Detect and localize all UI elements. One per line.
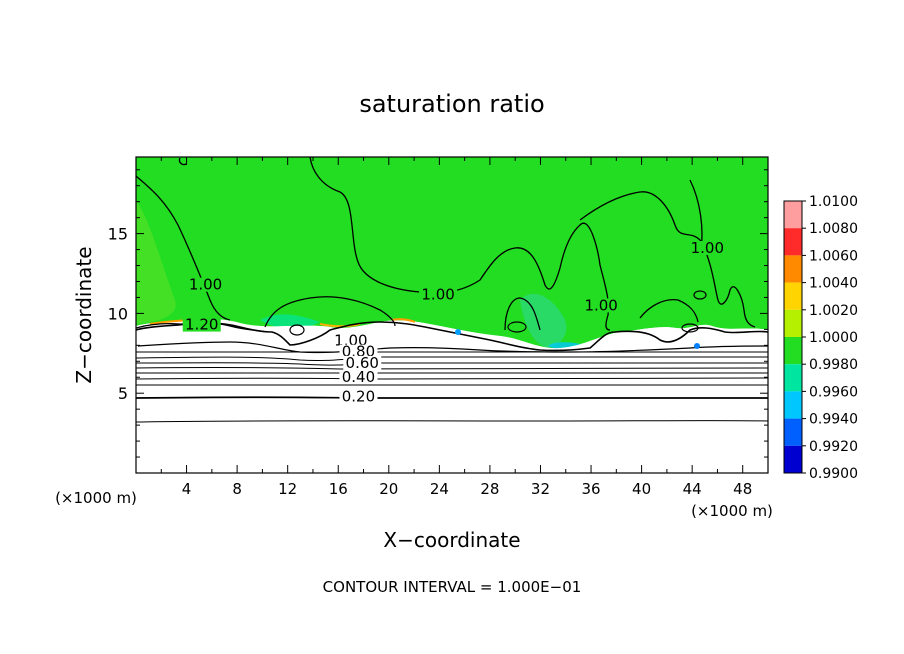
x-tick-label: 28 — [480, 480, 499, 498]
x-unit-left: (×1000 m) — [55, 489, 137, 507]
colorbar-label: 1.0000 — [809, 330, 858, 346]
y-tick-label: 10 — [108, 304, 128, 323]
contour-label: 1.00 — [421, 285, 454, 303]
contour-label-bg — [339, 344, 378, 359]
x-axis: 4 8 12 16 20 24 28 32 36 40 44 48 — [160, 157, 752, 498]
contour-label-bg — [186, 277, 225, 292]
cloud-edge-orange-3 — [391, 318, 416, 323]
colorbar-label: 1.0020 — [809, 303, 858, 319]
contour-label-bg — [182, 317, 221, 332]
contour-1.00-upper-left — [136, 175, 231, 321]
colorbar-band — [784, 391, 802, 419]
contour-label-bg — [343, 355, 382, 370]
contour-label-bg — [582, 298, 621, 313]
x-tick-label: 12 — [278, 480, 297, 498]
y-axis: 5 10 15 — [108, 169, 768, 458]
colorbar-band — [784, 337, 802, 365]
colorbar-band — [784, 255, 802, 283]
colorbar-label: 0.9900 — [809, 466, 858, 482]
colorbar-band — [784, 445, 802, 473]
contour-1.00-main — [309, 157, 611, 331]
colorbar-band — [784, 418, 802, 446]
contour-1.00-bump — [504, 297, 541, 331]
contour-0.40 — [136, 377, 768, 380]
colorbar-band — [784, 228, 802, 256]
x-tick-label: 24 — [430, 480, 449, 498]
x-tick-label: 8 — [232, 480, 242, 498]
contour-0.10 — [136, 420, 768, 423]
contour-label: 0.60 — [346, 354, 379, 372]
colorbar: 1.0100 1.0080 1.0060 1.0040 1.0020 1.0000 0.99… — [783, 194, 858, 482]
contour-label: 1.00 — [584, 296, 617, 314]
colorbar-label: 1.0100 — [809, 194, 858, 210]
colorbar-label: 0.9920 — [809, 439, 858, 455]
contour-1.00-right — [579, 191, 756, 328]
contour-1.00-left-cloud — [264, 296, 396, 328]
contour-0.20 — [136, 396, 768, 399]
colorbar-label: 1.0060 — [809, 248, 858, 264]
x-axis-label: X−coordinate — [383, 528, 520, 552]
colorbar-label: 1.0040 — [809, 276, 858, 292]
contour-label-bg — [419, 287, 458, 302]
y-tick-label: 15 — [108, 225, 128, 244]
cloud-blobs — [289, 290, 707, 336]
contour-1.00-blob — [639, 299, 699, 323]
blob-3 — [681, 323, 699, 333]
x-tick-label: 16 — [329, 480, 348, 498]
colorbar-band — [784, 201, 802, 229]
x-tick-label: 36 — [581, 480, 600, 498]
blue-dot-2 — [694, 343, 700, 349]
x-tick-label: 20 — [379, 480, 398, 498]
colorbar-label: 0.9980 — [809, 357, 858, 373]
contour-interval-note: CONTOUR INTERVAL = 1.000E−01 — [323, 578, 582, 596]
x-tick-label: 32 — [531, 480, 550, 498]
x-tick-label: 44 — [683, 480, 702, 498]
contour-label: 1.00 — [189, 276, 222, 294]
cloud-edge-orange-2 — [319, 323, 361, 328]
x-unit-right: (×1000 m) — [691, 502, 773, 520]
blob-4 — [693, 290, 707, 300]
colorbar-label: 0.9960 — [809, 384, 858, 400]
blob-1 — [289, 324, 305, 336]
y-axis-label: Z−coordinate — [72, 246, 96, 383]
plot-area: 1.001.001.201.001.001.000.800.600.400.20 — [136, 157, 768, 473]
blob-2 — [507, 321, 527, 333]
x-tick-label: 40 — [632, 480, 651, 498]
contour-label-bg — [339, 389, 378, 404]
colorbar-label: 0.9940 — [809, 412, 858, 428]
contour-cloud-inner — [137, 341, 768, 354]
colorbar-band — [784, 282, 802, 310]
colorbar-band — [784, 364, 802, 392]
x-tick-label: 48 — [733, 480, 752, 498]
contour-label: 0.20 — [342, 387, 375, 405]
field-green-region — [136, 157, 768, 349]
contour-label-bg — [339, 370, 378, 385]
colorbar-label: 1.0080 — [809, 221, 858, 237]
contour-label: 0.40 — [342, 368, 375, 386]
contour-label-bg — [688, 240, 727, 255]
chart-title: saturation ratio — [359, 90, 544, 118]
contour-1.00-top-loop — [178, 157, 187, 166]
field-lightgreen-region — [136, 200, 176, 324]
contour-label: 1.20 — [185, 316, 218, 334]
x-tick-label: 4 — [182, 480, 192, 498]
colorbar-band — [784, 309, 802, 337]
field-cyan-patch-3 — [260, 314, 320, 329]
contour-label: 1.00 — [691, 239, 724, 257]
blue-dot — [455, 329, 461, 335]
contour-labels: 1.001.001.201.001.001.000.800.600.400.20 — [182, 239, 727, 405]
plot-frame — [135, 156, 769, 474]
contour-label-bg — [331, 333, 370, 348]
y-tick-label: 5 — [118, 384, 128, 403]
